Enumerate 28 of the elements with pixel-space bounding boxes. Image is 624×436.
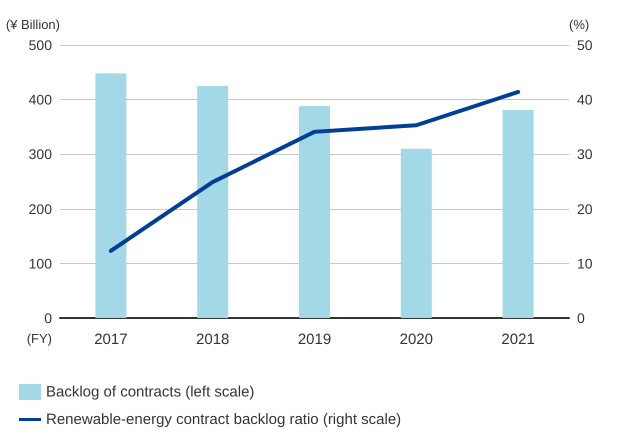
y2-axis-title: (%) — [569, 17, 590, 32]
legend-label: Renewable-energy contract backlog ratio (right scale) — [46, 411, 402, 428]
y-axis-title: (¥ Billion) — [6, 17, 60, 32]
y-tick-label: 400 — [28, 92, 52, 108]
bar — [197, 86, 228, 318]
y2-tick-label: 30 — [577, 146, 593, 162]
x-tick-label: 2021 — [501, 331, 535, 348]
line-series — [108, 90, 520, 253]
y-tick-label: 0 — [44, 310, 52, 326]
y2-tick-label: 20 — [577, 200, 593, 217]
y-tick-label: 100 — [28, 255, 52, 272]
y2-tick-label: 0 — [577, 310, 585, 326]
y2-tick-label: 50 — [577, 37, 593, 53]
y2-tick-label: 40 — [577, 92, 593, 108]
x-tick-label: 2019 — [298, 331, 332, 348]
y-tick-label: 500 — [28, 37, 52, 53]
x-tick-label: 2017 — [94, 331, 128, 348]
bar — [502, 110, 534, 318]
x-tick-label: 2020 — [400, 331, 433, 348]
legend-label: Backlog of contracts (left scale) — [46, 384, 254, 400]
y-tick-label: 300 — [28, 146, 52, 162]
bar — [95, 73, 126, 318]
bar — [299, 106, 330, 318]
bar — [400, 148, 432, 318]
y-tick-label: 200 — [28, 200, 52, 217]
x-axis-title: (FY) — [26, 331, 52, 346]
y2-tick-label: 10 — [577, 255, 593, 272]
x-tick-label: 2018 — [196, 331, 230, 348]
